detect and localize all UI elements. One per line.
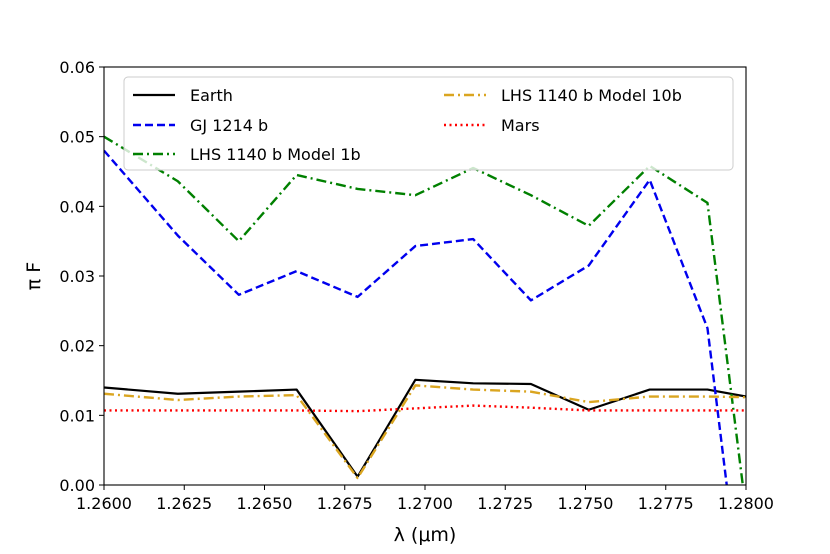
x-tick-label: 1.2700 [397,494,453,513]
y-axis-label: π F [23,262,45,290]
series-layer [104,135,746,485]
y-tick-label: 0.00 [59,476,95,495]
x-tick-label: 1.2725 [477,494,533,513]
x-tick-label: 1.2675 [317,494,373,513]
x-tick-label: 1.2600 [76,494,132,513]
series-line-2 [104,149,728,485]
y-tick-label: 0.01 [59,406,95,425]
legend-label-5: Mars [501,116,540,135]
y-tick-label: 0.02 [59,337,95,356]
legend-label-3: LHS 1140 b Model 1b [190,145,361,164]
ticks-layer: 1.2600 1.2625 1.2650 1.2675 1.2700 1.2725 1.27… [59,58,774,513]
series-line-3 [104,135,744,485]
x-tick-label: 1.2775 [638,494,694,513]
x-tick-label: 1.2800 [718,494,774,513]
y-tick-label: 0.03 [59,267,95,286]
x-tick-label: 1.2650 [237,494,293,513]
x-tick-label: 1.2625 [156,494,212,513]
y-tick-label: 0.06 [59,58,95,77]
series-line-4 [104,384,746,480]
legend-label-4: LHS 1140 b Model 10b [501,86,682,105]
y-tick-label: 0.05 [59,128,95,147]
x-tick-label: 1.2750 [558,494,614,513]
legend-label-2: GJ 1214 b [190,116,268,135]
y-tick-label: 0.04 [59,197,95,216]
legend: Earth GJ 1214 b LHS 1140 b Model 1b LHS 114… [123,76,734,171]
legend-label-1: Earth [190,86,233,105]
legend-box [123,76,734,171]
series-line-1 [104,378,746,478]
x-axis-label: λ (μm) [394,524,457,546]
series-line-5 [104,404,746,413]
